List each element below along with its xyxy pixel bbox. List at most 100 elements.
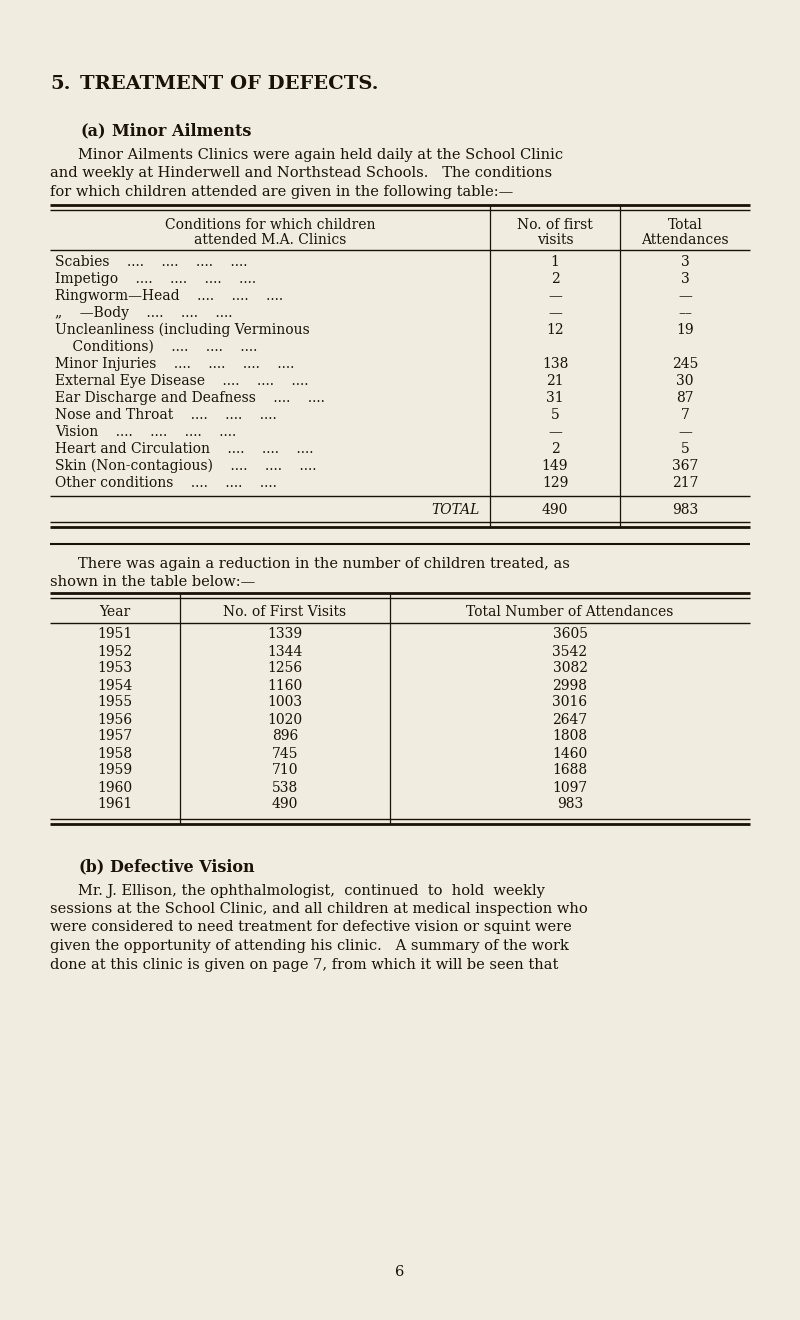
Text: Ringworm—Head    ....    ....    ....: Ringworm—Head .... .... .... [55, 289, 283, 304]
Text: 3605: 3605 [553, 627, 587, 642]
Text: —: — [678, 289, 692, 304]
Text: 1460: 1460 [552, 747, 588, 760]
Text: Vision    ....    ....    ....    ....: Vision .... .... .... .... [55, 425, 236, 440]
Text: 7: 7 [681, 408, 690, 422]
Text: Attendances: Attendances [641, 234, 729, 247]
Text: —: — [548, 425, 562, 440]
Text: Uncleanliness (including Verminous: Uncleanliness (including Verminous [55, 323, 310, 338]
Text: sessions at the School Clinic, and all children at medical inspection who: sessions at the School Clinic, and all c… [50, 902, 588, 916]
Text: 2998: 2998 [553, 678, 587, 693]
Text: Conditions)    ....    ....    ....: Conditions) .... .... .... [55, 341, 258, 354]
Text: 896: 896 [272, 730, 298, 743]
Text: 2: 2 [550, 272, 559, 286]
Text: 87: 87 [676, 391, 694, 405]
Text: No. of First Visits: No. of First Visits [223, 606, 346, 619]
Text: 1344: 1344 [267, 644, 302, 659]
Text: Total: Total [667, 218, 702, 232]
Text: given the opportunity of attending his clinic.   A summary of the work: given the opportunity of attending his c… [50, 939, 569, 953]
Text: Year: Year [99, 606, 130, 619]
Text: Skin (Non-contagious)    ....    ....    ....: Skin (Non-contagious) .... .... .... [55, 459, 317, 474]
Text: 490: 490 [542, 503, 568, 517]
Text: No. of first: No. of first [517, 218, 593, 232]
Text: 1955: 1955 [98, 696, 133, 710]
Text: 1339: 1339 [267, 627, 302, 642]
Text: „    —Body    ....    ....    ....: „ —Body .... .... .... [55, 306, 233, 319]
Text: 710: 710 [272, 763, 298, 777]
Text: 367: 367 [672, 459, 698, 473]
Text: 490: 490 [272, 797, 298, 812]
Text: Ear Discharge and Deafness    ....    ....: Ear Discharge and Deafness .... .... [55, 391, 325, 405]
Text: 1097: 1097 [552, 780, 588, 795]
Text: 3542: 3542 [553, 644, 587, 659]
Text: 1954: 1954 [98, 678, 133, 693]
Text: 30: 30 [676, 374, 694, 388]
Text: 1953: 1953 [98, 661, 133, 676]
Text: 1808: 1808 [553, 730, 587, 743]
Text: —: — [548, 289, 562, 304]
Text: 2647: 2647 [552, 713, 588, 726]
Text: (b): (b) [78, 858, 104, 875]
Text: visits: visits [537, 234, 574, 247]
Text: 2: 2 [550, 442, 559, 455]
Text: for which children attended are given in the following table:—: for which children attended are given in… [50, 185, 514, 199]
Text: 1: 1 [550, 255, 559, 269]
Text: Heart and Circulation    ....    ....    ....: Heart and Circulation .... .... .... [55, 442, 314, 455]
Text: 217: 217 [672, 477, 698, 490]
Text: 149: 149 [542, 459, 568, 473]
Text: —: — [548, 306, 562, 319]
Text: (a): (a) [80, 123, 106, 140]
Text: 3: 3 [681, 255, 690, 269]
Text: Nose and Throat    ....    ....    ....: Nose and Throat .... .... .... [55, 408, 277, 422]
Text: Minor Ailments Clinics were again held daily at the School Clinic: Minor Ailments Clinics were again held d… [78, 148, 563, 162]
Text: Defective Vision: Defective Vision [110, 858, 254, 875]
Text: 19: 19 [676, 323, 694, 337]
Text: 31: 31 [546, 391, 564, 405]
Text: 6: 6 [395, 1265, 405, 1279]
Text: Impetigo    ....    ....    ....    ....: Impetigo .... .... .... .... [55, 272, 256, 286]
Text: 983: 983 [672, 503, 698, 517]
Text: 1020: 1020 [267, 713, 302, 726]
Text: 1958: 1958 [98, 747, 133, 760]
Text: done at this clinic is given on page 7, from which it will be seen that: done at this clinic is given on page 7, … [50, 957, 558, 972]
Text: Conditions for which children: Conditions for which children [165, 218, 375, 232]
Text: 1003: 1003 [267, 696, 302, 710]
Text: 138: 138 [542, 356, 568, 371]
Text: 21: 21 [546, 374, 564, 388]
Text: 1256: 1256 [267, 661, 302, 676]
Text: Minor Injuries    ....    ....    ....    ....: Minor Injuries .... .... .... .... [55, 356, 294, 371]
Text: 1960: 1960 [98, 780, 133, 795]
Text: 1160: 1160 [267, 678, 302, 693]
Text: 1959: 1959 [98, 763, 133, 777]
Text: shown in the table below:—: shown in the table below:— [50, 576, 255, 590]
Text: 3: 3 [681, 272, 690, 286]
Text: 12: 12 [546, 323, 564, 337]
Text: Total Number of Attendances: Total Number of Attendances [466, 606, 674, 619]
Text: 245: 245 [672, 356, 698, 371]
Text: 1956: 1956 [98, 713, 133, 726]
Text: —: — [678, 425, 692, 440]
Text: External Eye Disease    ....    ....    ....: External Eye Disease .... .... .... [55, 374, 309, 388]
Text: 5: 5 [550, 408, 559, 422]
Text: 1961: 1961 [98, 797, 133, 812]
Text: 3016: 3016 [553, 696, 587, 710]
Text: Scabies    ....    ....    ....    ....: Scabies .... .... .... .... [55, 255, 247, 269]
Text: 745: 745 [272, 747, 298, 760]
Text: There was again a reduction in the number of children treated, as: There was again a reduction in the numbe… [78, 557, 570, 572]
Text: were considered to need treatment for defective vision or squint were: were considered to need treatment for de… [50, 920, 572, 935]
Text: 983: 983 [557, 797, 583, 812]
Text: Minor Ailments: Minor Ailments [112, 123, 251, 140]
Text: 1957: 1957 [98, 730, 133, 743]
Text: attended M.A. Clinics: attended M.A. Clinics [194, 234, 346, 247]
Text: 538: 538 [272, 780, 298, 795]
Text: Other conditions    ....    ....    ....: Other conditions .... .... .... [55, 477, 277, 490]
Text: 5: 5 [681, 442, 690, 455]
Text: TREATMENT OF DEFECTS.: TREATMENT OF DEFECTS. [80, 75, 378, 92]
Text: 3082: 3082 [553, 661, 587, 676]
Text: 5.: 5. [50, 75, 70, 92]
Text: 129: 129 [542, 477, 568, 490]
Text: 1951: 1951 [98, 627, 133, 642]
Text: 1688: 1688 [553, 763, 587, 777]
Text: and weekly at Hinderwell and Northstead Schools.   The conditions: and weekly at Hinderwell and Northstead … [50, 166, 552, 181]
Text: TOTAL: TOTAL [432, 503, 480, 517]
Text: ––: –– [678, 306, 692, 319]
